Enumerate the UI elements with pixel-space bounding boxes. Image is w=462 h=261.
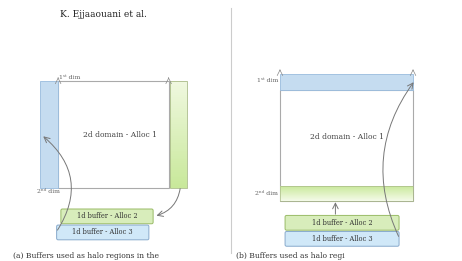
Bar [170, 147, 187, 149]
Bar [170, 124, 187, 126]
Bar [280, 74, 413, 90]
FancyBboxPatch shape [57, 225, 149, 240]
Bar [58, 81, 169, 188]
Bar [170, 99, 187, 101]
Bar [170, 151, 187, 152]
Bar [170, 176, 187, 177]
Bar [170, 154, 187, 156]
Bar [170, 115, 187, 117]
Bar [170, 81, 187, 83]
Bar [170, 174, 187, 176]
Bar [170, 106, 187, 108]
Bar [170, 101, 187, 102]
Bar [170, 149, 187, 151]
Bar [170, 104, 187, 106]
Bar [170, 163, 187, 165]
Bar [170, 156, 187, 158]
FancyBboxPatch shape [285, 215, 399, 230]
Bar [280, 186, 413, 201]
Bar [170, 165, 187, 167]
Bar [280, 90, 413, 201]
FancyBboxPatch shape [61, 209, 153, 224]
Bar [170, 177, 187, 179]
Text: 2ⁿᵈ dim: 2ⁿᵈ dim [37, 189, 60, 194]
Bar [170, 122, 187, 124]
Text: 1d buffer - Alloc 3: 1d buffer - Alloc 3 [73, 228, 133, 236]
Bar [170, 168, 187, 170]
Bar [170, 118, 187, 120]
Bar [170, 90, 187, 92]
Bar [170, 183, 187, 185]
Bar [170, 127, 187, 129]
Bar [170, 86, 187, 88]
Bar [170, 185, 187, 186]
FancyBboxPatch shape [285, 232, 399, 246]
Bar [170, 140, 187, 142]
Text: (b) Buffers used as halo regi
the second dimension: (b) Buffers used as halo regi the second… [236, 252, 344, 261]
Text: K. Ejjaaouani et al.: K. Ejjaaouani et al. [60, 10, 147, 19]
Text: 2d domain - Alloc 1: 2d domain - Alloc 1 [310, 133, 383, 141]
Text: 1d buffer - Alloc 2: 1d buffer - Alloc 2 [77, 212, 137, 220]
Text: (a) Buffers used as halo regions in the
first dimension: (a) Buffers used as halo regions in the … [13, 252, 159, 261]
Bar [170, 186, 187, 188]
Bar [170, 159, 187, 161]
Bar [170, 142, 187, 144]
Bar [170, 172, 187, 174]
Bar [170, 167, 187, 168]
Bar [170, 102, 187, 104]
Bar [170, 181, 187, 183]
Bar [170, 117, 187, 118]
Text: 1ˢᵗ dim: 1ˢᵗ dim [59, 75, 80, 80]
Bar [170, 131, 187, 133]
Bar [170, 93, 187, 95]
Text: 1d buffer - Alloc 2: 1d buffer - Alloc 2 [312, 219, 372, 227]
Bar [170, 111, 187, 113]
Bar [170, 161, 187, 163]
Bar [170, 138, 187, 140]
Text: 2d domain - Alloc 1: 2d domain - Alloc 1 [83, 130, 157, 139]
Bar [170, 110, 187, 111]
Bar [170, 81, 187, 188]
Bar [170, 129, 187, 131]
Bar [40, 81, 58, 188]
Bar [170, 85, 187, 86]
Bar [170, 92, 187, 93]
Bar [170, 134, 187, 136]
Bar [170, 126, 187, 127]
Text: 1ˢᵗ dim: 1ˢᵗ dim [256, 78, 278, 83]
Bar [170, 145, 187, 147]
Bar [170, 120, 187, 122]
Text: 2ⁿᵈ dim: 2ⁿᵈ dim [255, 191, 278, 196]
Bar [170, 170, 187, 172]
Bar [170, 179, 187, 181]
Bar [170, 158, 187, 159]
Bar [170, 144, 187, 145]
Bar [170, 95, 187, 97]
Bar [170, 113, 187, 115]
Bar [170, 152, 187, 154]
Bar [170, 133, 187, 134]
Bar [170, 88, 187, 90]
Bar [170, 108, 187, 110]
Text: 1d buffer - Alloc 3: 1d buffer - Alloc 3 [312, 235, 372, 243]
Bar [170, 83, 187, 85]
Bar [170, 136, 187, 138]
Bar [170, 97, 187, 99]
